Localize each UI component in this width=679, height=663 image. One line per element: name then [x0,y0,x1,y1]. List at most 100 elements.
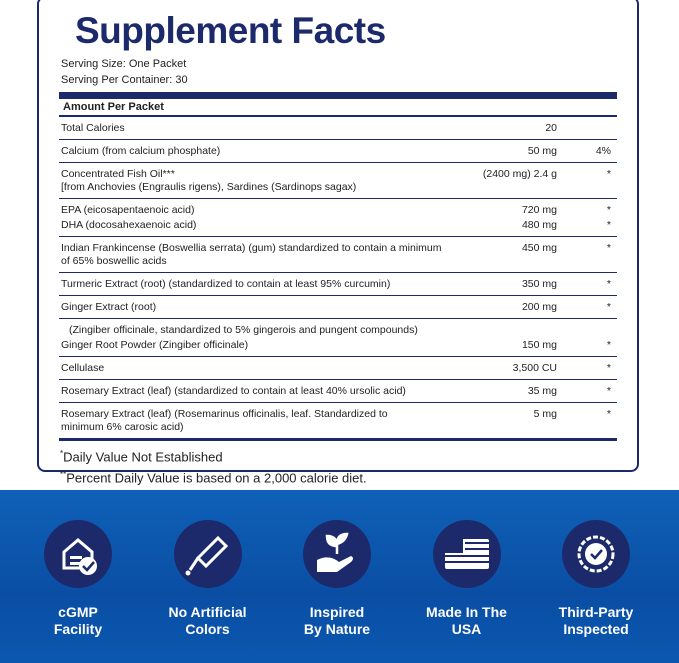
row: Turmeric Extract (root) (standardized to… [59,277,617,292]
badge-label: USA [451,621,482,637]
daily-value: * [606,219,611,231]
label-line: Total Calories [61,122,125,134]
table-header: Amount Per Packet [59,92,617,115]
label-line: Turmeric Extract (root) (standardized to… [61,278,391,290]
row-group: Total Calories 20 [59,115,617,139]
row: Calcium (from calcium phosphate) 50 mg 4% [59,144,617,159]
amount: 50 mg [527,145,557,157]
daily-value: * [606,204,611,216]
badge-icon [173,520,242,588]
badges-band: cGMP Facility No Artificial Colors Inspired B… [0,490,679,663]
badge-label: By Nature [303,621,371,637]
badge: Inspired By Nature [272,518,402,638]
row: (Zingiber officinale, standardized to 5%… [59,323,617,338]
label-line: Ginger Root Powder (Zingiber officinale) [61,339,249,351]
badge-label: Colors [185,621,230,637]
daily-value [557,122,617,135]
row: Total Calories 20 [59,121,617,136]
amount: 200 mg [521,301,557,313]
nutrient-label: DHA (docosahexaenoic acid) [59,219,481,232]
nutrient-label: Cellulase [59,362,481,375]
badge-label: Inspired [309,604,365,620]
amount: 480 mg [521,219,557,231]
row: Cellulase 3,500 CU * [59,361,617,376]
nutrient-label: Total Calories [59,122,481,135]
serving-line: Serving Per Container: 30 [61,74,188,86]
label-line: Cellulase [61,362,105,374]
row: EPA (eicosapentaenoic acid) 720 mg * [59,203,617,218]
row: Concentrated Fish Oil*** [from Anchovies … [59,167,617,195]
badge-icon [44,520,112,588]
row: Indian Frankincense (Boswellia serrata) … [59,241,617,269]
row: Rosemary Extract (leaf) (standardized to… [59,384,617,399]
amount: 3,500 CU [512,362,557,374]
nutrient-label: EPA (eicosapentaenoic acid) [59,204,481,217]
amount: (2400 mg) 2.4 g [482,168,557,180]
row-group: Concentrated Fish Oil*** [from Anchovies … [59,162,617,198]
daily-value: * [606,339,611,351]
label-line: Ginger Extract (root) [61,301,157,313]
badge-label: Made In The [426,604,507,620]
nutrient-label: Ginger Extract (root) [59,301,481,314]
daily-value: * [606,278,611,290]
badge-label: cGMP [58,604,98,620]
nutrient-label: Rosemary Extract (leaf) (standardized to… [59,385,481,398]
nutrient-label: Indian Frankincense (Boswellia serrata) … [59,242,481,268]
label-line: (Zingiber officinale, standardized to 5%… [69,324,418,336]
daily-value: * [606,362,611,374]
daily-value: * [606,242,611,254]
amount: 20 [545,122,557,134]
label-line: Rosemary Extract (leaf) (standardized to… [61,385,406,397]
row-group: Rosemary Extract (leaf) (standardized to… [59,379,617,402]
label-line: [from Anchovies (Engraulis rigens), Sard… [61,181,357,193]
footnote-text: Percent Daily Value is based on a 2,000 … [66,470,367,486]
row-group: Cellulase 3,500 CU * [59,356,617,379]
nutrient-label: Ginger Root Powder (Zingiber officinale) [59,339,481,352]
row-group: Indian Frankincense (Boswellia serrata) … [59,236,617,272]
label-line: Rosemary Extract (leaf) (Rosemarinus off… [61,408,388,420]
badge-icon [432,520,501,588]
nutrient-label: (Zingiber officinale, standardized to 5%… [59,324,489,337]
row-group: Turmeric Extract (root) (standardized to… [59,272,617,295]
badge: Made In The USA [402,518,532,638]
amount: 450 mg [521,242,557,254]
daily-value: * [606,301,611,313]
nutrient-label: Turmeric Extract (root) (standardized to… [59,278,481,291]
badge-label: Inspected [563,621,629,637]
daily-value: 4% [595,145,611,157]
daily-value: * [606,408,611,420]
footnote-mark: ** [60,470,67,480]
nutrient-label: Concentrated Fish Oil*** [from Anchovies … [59,168,481,194]
badge: cGMP Facility [13,518,143,638]
row-group: Rosemary Extract (leaf) (Rosemarinus off… [59,402,617,438]
amount: 720 mg [521,204,557,216]
amount: 35 mg [527,385,557,397]
amount: 350 mg [521,278,557,290]
row: Rosemary Extract (leaf) (Rosemarinus off… [59,407,617,435]
label-line: DHA (docosahexaenoic acid) [61,219,197,231]
badge-label: Third-Party [558,604,634,620]
title: Supplement Facts [75,10,386,51]
row-group: (Zingiber officinale, standardized to 5%… [59,318,617,356]
label-line: of 65% boswellic acids [61,255,167,267]
facts-panel: Supplement Facts Serving Size: One Packe… [37,0,639,486]
daily-value: * [606,168,611,180]
serving-line: Serving Size: One Packet [61,58,187,70]
nutrient-label: Rosemary Extract (leaf) (Rosemarinus off… [59,408,481,434]
footnote-text: Daily Value Not Established [63,449,223,465]
label-line: minimum 6% carosic acid) [61,421,184,433]
amount: 150 mg [521,339,557,351]
row-group: Calcium (from calcium phosphate) 50 mg 4% [59,139,617,162]
row: Ginger Root Powder (Zingiber officinale)… [59,338,617,353]
label-line: Indian Frankincense (Boswellia serrata) … [61,242,442,254]
footnotes: *Daily Value Not Established **Percent Da… [59,438,617,488]
footnote-mark: * [60,449,64,458]
row-group: EPA (eicosapentaenoic acid) 720 mg * DHA (d… [59,198,617,236]
badge-label: No Artificial [168,604,247,620]
badge-icon [562,520,630,588]
daily-value [565,324,617,337]
table: Total Calories 20 Calcium (from calcium ph… [59,115,617,438]
serving: Serving Size: One Packet Serving Per Cont… [59,56,617,88]
badge: Third-Party Inspected [531,518,661,638]
